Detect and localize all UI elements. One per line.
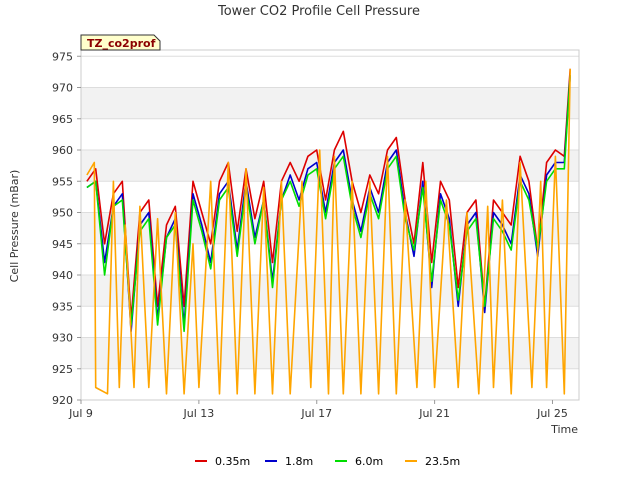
y-axis-ticks: 920 925 930 935 940 945 950 955 960 965 970 975: [52, 50, 81, 407]
x-tick-label: Jul 17: [300, 407, 332, 420]
site-label-box: TZ_co2prof: [80, 34, 161, 51]
y-tick-label: 965: [52, 113, 73, 126]
y-tick-label: 975: [52, 50, 73, 63]
grid-band: [81, 275, 579, 307]
legend-item: 23.5m: [405, 455, 460, 468]
grid-band: [81, 87, 579, 119]
x-tick-label: Jul 25: [536, 407, 568, 420]
legend-label: 6.0m: [355, 455, 383, 468]
y-tick-label: 950: [52, 207, 73, 220]
legend-item: 6.0m: [335, 455, 383, 468]
x-axis-ticks: Jul 9 Jul 13 Jul 17 Jul 21 Jul 25: [68, 400, 568, 420]
y-tick-label: 940: [52, 269, 73, 282]
y-tick-label: 935: [52, 300, 73, 313]
x-tick-label: Jul 13: [182, 407, 214, 420]
y-tick-label: 920: [52, 394, 73, 407]
chart-title: Tower CO2 Profile Cell Pressure: [217, 4, 420, 19]
y-tick-label: 955: [52, 175, 73, 188]
plot-frame: [80, 49, 580, 401]
y-tick-label: 970: [52, 82, 73, 95]
legend-item: 0.35m: [195, 455, 250, 468]
grid-band: [81, 212, 579, 244]
x-tick-label: Jul 9: [68, 407, 93, 420]
series-line-6-0m: [86, 74, 571, 333]
legend-label: 23.5m: [425, 455, 460, 468]
series-lines: [86, 68, 571, 395]
y-tick-label: 930: [52, 332, 73, 345]
legend: 0.35m 1.8m 6.0m 23.5m: [195, 455, 460, 468]
y-tick-label: 960: [52, 144, 73, 157]
y-tick-label: 945: [52, 238, 73, 251]
series-line-23-5m: [86, 68, 571, 395]
x-tick-label: Jul 21: [418, 407, 450, 420]
legend-label: 0.35m: [215, 455, 250, 468]
x-axis-title: Time: [550, 423, 578, 436]
y-axis-title: Cell Pressure (mBar): [8, 170, 21, 283]
site-label: TZ_co2prof: [87, 37, 156, 50]
legend-item: 1.8m: [265, 455, 313, 468]
series-line-0-35m: [86, 68, 571, 320]
y-tick-label: 925: [52, 363, 73, 376]
legend-label: 1.8m: [285, 455, 313, 468]
